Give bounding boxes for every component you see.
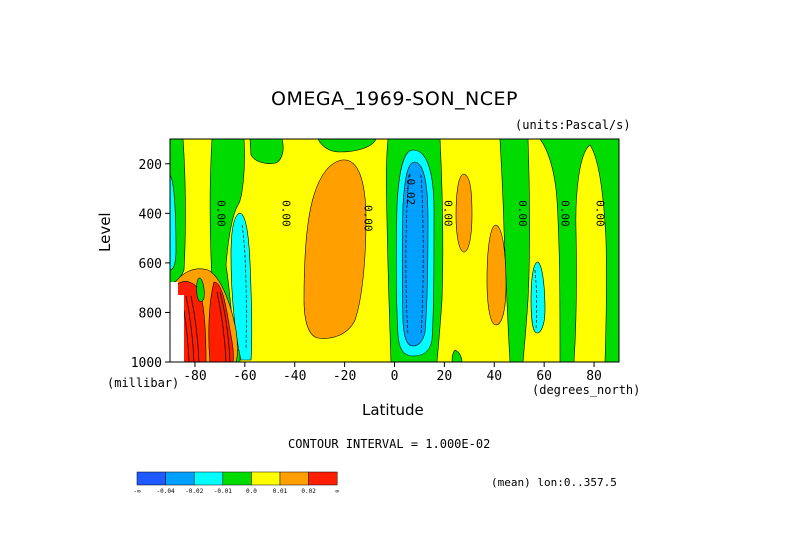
x-tick-label: -40 (283, 369, 306, 384)
contour-label: 0.00 (559, 200, 572, 227)
cyan-cell (170, 174, 177, 271)
legend-swatch (136, 471, 166, 486)
legend-swatch (251, 471, 281, 486)
orange-cell (455, 173, 473, 253)
cyan-cell (230, 212, 253, 361)
plot-area (170, 139, 619, 362)
x-tick-label: -60 (233, 369, 256, 384)
legend-label: 0.0 (246, 488, 257, 495)
contour-label: 0.00 (441, 200, 454, 227)
legend-swatch (279, 471, 309, 486)
x-tick-label: 80 (586, 369, 602, 384)
x-tick-label: 0 (391, 369, 399, 384)
green-band (499, 139, 530, 362)
orange-cell (303, 159, 367, 339)
contour-label: 0.00 (279, 200, 292, 227)
x-tick-label: 60 (536, 369, 552, 384)
legend-label: ∞ (335, 488, 339, 495)
blue-cell (401, 161, 429, 347)
contour-labels: 0.00 0.00 0.00 -0.02 0.00 0.00 0.00 0.00 (214, 172, 606, 232)
green-band (451, 349, 463, 362)
topography-mask (170, 282, 178, 362)
y-axis-ticks: 200 400 600 800 1000 (131, 158, 170, 371)
y-tick-label: 200 (139, 158, 162, 173)
legend-label: 0.01 (273, 488, 288, 495)
legend-label: -0.04 (157, 488, 175, 495)
x-tick-label: -20 (333, 369, 356, 384)
green-patch (196, 277, 205, 302)
chart-title: OMEGA_1969-SON_NCEP (271, 88, 518, 110)
y-tick-label: 800 (139, 306, 162, 321)
x-axis-ticks: -80 -60 -40 -20 0 20 40 60 80 (183, 362, 602, 384)
x-tick-label: 40 (486, 369, 502, 384)
legend-label: 0.02 (301, 488, 316, 495)
color-legend: -∞ -0.04 -0.02 -0.01 0.0 0.01 0.02 ∞ (133, 471, 339, 495)
mean-longitude-text: (mean) lon:0..357.5 (491, 476, 617, 489)
contour-label: 0.00 (516, 200, 529, 227)
legend-swatch (308, 471, 338, 486)
x-tick-label: -80 (183, 369, 206, 384)
legend-label: -0.01 (214, 488, 232, 495)
orange-cell (486, 224, 507, 326)
x-axis-title: Latitude (362, 401, 424, 419)
y-tick-label: 400 (139, 207, 162, 222)
y-tick-label: 1000 (131, 356, 162, 371)
green-band (317, 139, 377, 153)
y-axis-unit: (millibar) (107, 376, 180, 390)
red-region-south (208, 281, 234, 362)
contour-interval-text: CONTOUR INTERVAL = 1.000E-02 (288, 437, 491, 451)
x-axis-unit: (degrees_north) (532, 383, 641, 397)
green-band (539, 139, 619, 362)
contour-label: 0.00 (594, 200, 607, 227)
contour-label: 0.00 (214, 200, 227, 227)
green-band (249, 139, 284, 164)
contour-label: -0.02 (404, 172, 417, 205)
cyan-cell (530, 261, 546, 334)
contour-label: 0.00 (362, 205, 375, 232)
legend-label: -∞ (133, 488, 141, 495)
y-tick-label: 600 (139, 257, 162, 272)
x-tick-label: 20 (437, 369, 453, 384)
negative-contour-lines (241, 174, 538, 351)
legend-swatch (222, 471, 252, 486)
legend-swatch (193, 471, 224, 486)
units-label: (units:Pascal/s) (515, 118, 631, 132)
legend-swatch (165, 471, 195, 486)
legend-label: -0.02 (185, 488, 203, 495)
